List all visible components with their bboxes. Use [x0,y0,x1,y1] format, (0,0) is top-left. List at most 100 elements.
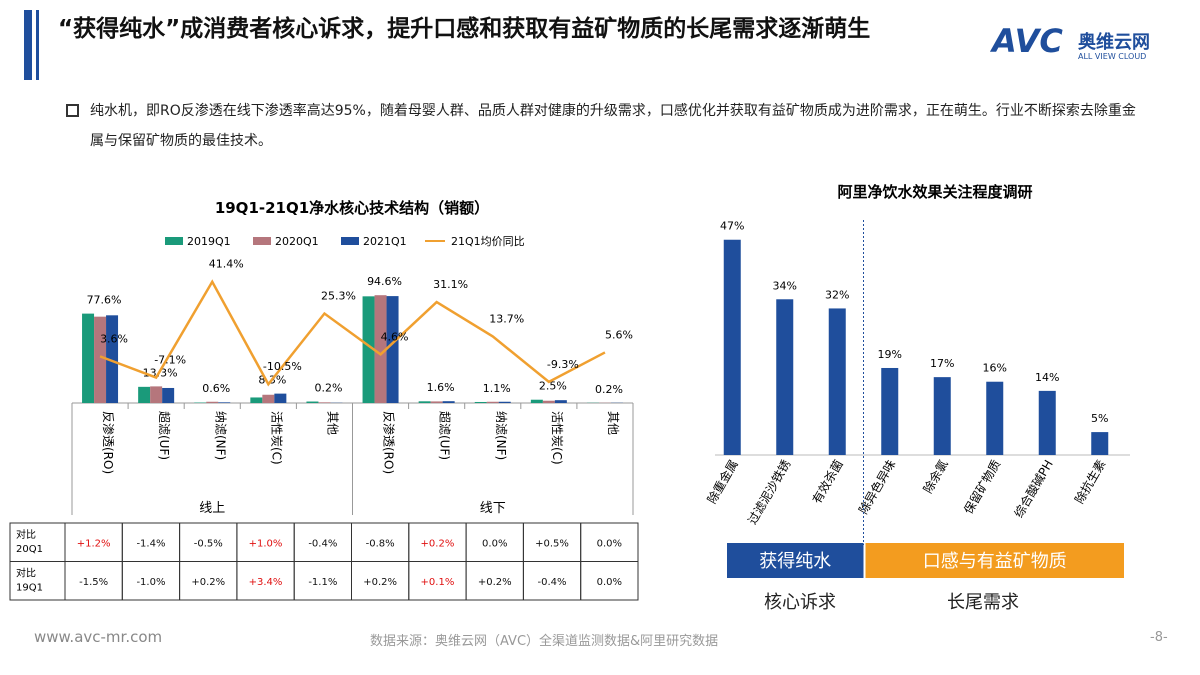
segment-box [727,543,864,578]
x-tick-label: 除异色异味 [855,457,898,516]
line-value-label: 3.6% [100,332,128,345]
table-value: +0.2% [478,577,512,588]
header-bar-thin [36,10,39,80]
header-bar [24,10,32,80]
bar [776,299,794,455]
table-value: -0.5% [194,538,223,549]
chart-title: 阿里净饮水效果关注程度调研 [837,183,1032,201]
legend-swatch [165,237,183,245]
bar [150,386,163,403]
table-value: +0.2% [421,538,455,549]
bar-value-label: 94.6% [367,275,402,288]
bar [723,239,741,455]
bar-value-label: 1.6% [427,381,455,394]
logo-brand: AVC [992,22,1063,60]
line-value-label: -7.1% [154,354,186,367]
bar [138,386,151,403]
bar [274,393,287,403]
bar [554,400,567,403]
bar [542,400,555,403]
bar-value-label: 16% [983,362,1007,375]
table-value: -0.4% [308,538,337,549]
bar [94,316,107,403]
legend-label: 2019Q1 [187,235,231,248]
table-value: -1.1% [308,577,337,588]
legend-label: 21Q1均价同比 [451,235,525,248]
bar [206,401,219,403]
table-cell [9,522,66,562]
page-title: “获得纯水”成消费者核心诉求，提升口感和获取有益矿物质的长尾需求逐渐萌生 [58,16,871,42]
line-value-label: 41.4% [209,258,244,271]
bar-value-label: 32% [825,288,849,301]
segment-label: 口感与有益矿物质 [923,551,1067,572]
legend-label: 2021Q1 [363,235,407,248]
line-value-label: 25.3% [321,290,356,303]
x-tick-label: 综合酸碱PH [1011,457,1056,520]
table-row-header: 对比 [16,567,36,580]
x-tick-label: 超滤(UF) [157,411,172,460]
bar [486,401,499,403]
bar-value-label: 17% [930,357,954,370]
logo: AVC 奥维云网 ALL VIEW CLOUD [992,22,1182,72]
bar-value-label: 47% [720,220,744,233]
x-tick-label: 活性炭(C) [550,411,564,465]
table-value: 0.0% [482,538,507,549]
bar-value-label: 0.6% [202,382,230,395]
bar [442,401,455,403]
bar [218,402,231,403]
x-tick-label: 其他 [325,411,339,435]
line-value-label: 31.1% [433,278,468,291]
table-value: 0.0% [597,577,622,588]
logo-tagline: ALL VIEW CLOUD [1078,52,1147,61]
x-tick-label: 反渗透(RO) [101,411,116,474]
line-value-label: -10.5% [263,360,302,373]
bar [498,401,511,403]
legend-swatch [341,237,359,245]
x-tick-label: 有效杀菌 [809,457,846,506]
table-value: -1.5% [79,577,108,588]
bar-value-label: 0.2% [595,383,623,396]
bar [262,394,275,403]
line-series [99,279,606,387]
chart-title: 19Q1-21Q1净水核心技术结构（销额） [215,199,489,217]
bar [306,401,319,403]
x-tick-label: 纳滤(NF) [213,411,227,460]
logo-name: 奥维云网 [1078,32,1150,53]
table-value: +0.2% [191,577,225,588]
segment-note: 长尾需求 [947,592,1019,613]
x-tick-label: 除重金属 [704,457,741,506]
bullet-text: 纯水机，即RO反渗透在线下渗透率高达95%，随着母婴人群、品质人群对健康的升级需… [90,103,1136,149]
bar [1091,432,1109,455]
x-tick-label: 反渗透(RO) [382,411,397,474]
group-label: 线下 [480,501,506,516]
x-tick-label: 除抗生素 [1071,457,1108,506]
bar [374,295,387,403]
table-cell [580,561,639,601]
bar-value-label: 34% [773,279,797,292]
line-value-label: -9.3% [547,358,579,371]
segment-label: 获得纯水 [759,551,831,572]
bar [250,397,263,403]
bar [386,296,399,403]
bar-value-label: 5% [1091,412,1108,425]
footer-page: -8- [1150,630,1168,645]
bar [362,296,375,403]
x-tick-label: 除余氯 [920,457,951,496]
table-row-header: 20Q1 [16,544,43,555]
table-value: +1.0% [249,538,283,549]
bar [881,367,899,455]
bar-value-label: 0.2% [314,382,342,395]
bar [530,399,543,403]
bar [82,313,95,403]
bar [106,315,119,403]
table-row-header: 对比 [16,528,36,541]
x-tick-label: 活性炭(C) [269,411,283,465]
segment-note: 核心诉求 [764,592,836,613]
table-value: +1.2% [77,538,111,549]
x-tick-label: 纳滤(NF) [494,411,508,460]
line-value-label: 13.7% [489,312,524,325]
bar [986,381,1004,455]
x-tick-label: 过滤泥沙铁锈 [745,458,793,527]
